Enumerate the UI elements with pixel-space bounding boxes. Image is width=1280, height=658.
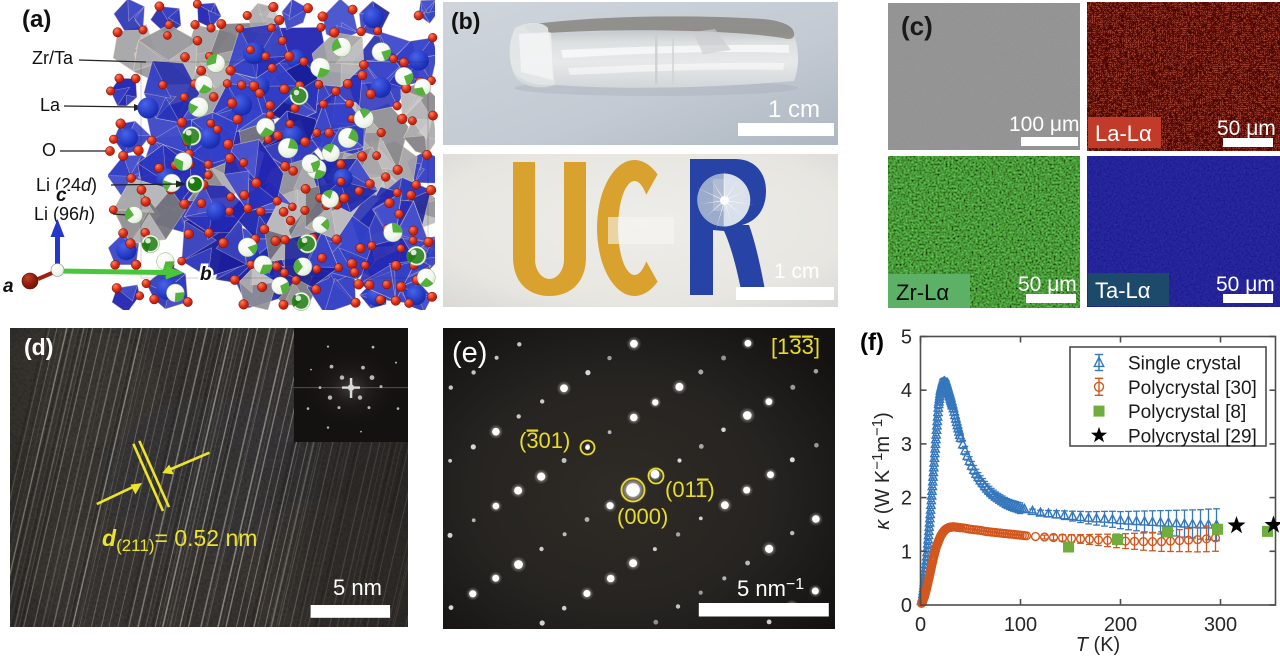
svg-text:(301): (301) <box>519 428 570 453</box>
svg-text:d(211)= 0.52 nm: d(211)= 0.52 nm <box>102 525 257 555</box>
svg-text:2: 2 <box>901 488 912 510</box>
svg-text:50 μm: 50 μm <box>1217 117 1276 140</box>
svg-text:O: O <box>42 140 56 160</box>
svg-text:a: a <box>3 276 14 297</box>
svg-text:Single crystal: Single crystal <box>1128 354 1241 375</box>
svg-text:4: 4 <box>901 380 912 402</box>
svg-text:0: 0 <box>915 614 926 636</box>
svg-text:b: b <box>200 264 212 285</box>
svg-text:1 cm: 1 cm <box>774 260 820 283</box>
svg-text:Zr/Ta: Zr/Ta <box>32 48 74 68</box>
svg-text:5: 5 <box>901 327 912 349</box>
svg-text:(b): (b) <box>451 8 480 34</box>
svg-text:(a): (a) <box>22 6 51 33</box>
svg-text:κ (W K−1m−1): κ (W K−1m−1) <box>869 412 894 530</box>
svg-text:La: La <box>40 95 61 115</box>
svg-text:(011): (011) <box>665 477 715 502</box>
svg-text:Li (24d): Li (24d) <box>36 175 97 195</box>
svg-text:Ta-Lα: Ta-Lα <box>1095 278 1151 303</box>
svg-text:50 μm: 50 μm <box>1018 273 1077 296</box>
svg-text:5 nm: 5 nm <box>333 575 382 600</box>
svg-text:1: 1 <box>901 541 912 563</box>
svg-text:(c): (c) <box>901 11 933 41</box>
svg-text:0: 0 <box>901 595 912 617</box>
svg-text:(d): (d) <box>24 334 53 360</box>
svg-text:Polycrystal [30]: Polycrystal [30] <box>1128 378 1257 399</box>
svg-text:La-Lα: La-Lα <box>1095 121 1152 146</box>
svg-text:1 cm: 1 cm <box>768 96 820 123</box>
svg-text:300: 300 <box>1204 614 1237 636</box>
svg-text:Zr-Lα: Zr-Lα <box>896 280 949 305</box>
svg-text:T (K): T (K) <box>1076 634 1120 656</box>
svg-text:3: 3 <box>901 434 912 456</box>
svg-text:Polycrystal [8]: Polycrystal [8] <box>1128 402 1246 423</box>
svg-text:(000): (000) <box>617 504 668 529</box>
svg-text:100: 100 <box>1004 614 1037 636</box>
svg-text:50 μm: 50 μm <box>1216 273 1275 296</box>
svg-text:200: 200 <box>1104 614 1137 636</box>
svg-text:Polycrystal [29]: Polycrystal [29] <box>1128 426 1257 447</box>
svg-text:[133]: [133] <box>771 334 820 359</box>
svg-text:(f): (f) <box>860 329 884 356</box>
svg-text:c: c <box>56 185 67 206</box>
svg-text:(e): (e) <box>452 337 487 369</box>
svg-text:Li (96h): Li (96h) <box>34 204 95 224</box>
svg-text:100 μm: 100 μm <box>1009 113 1079 136</box>
